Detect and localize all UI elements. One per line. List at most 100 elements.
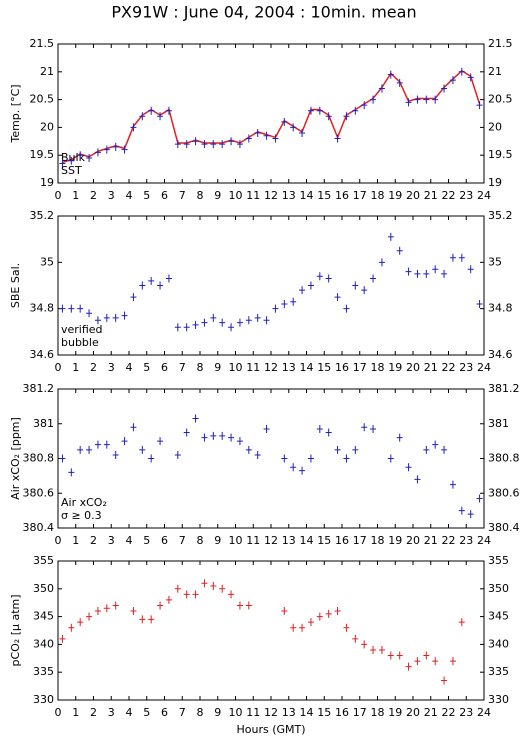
data-point <box>77 445 84 454</box>
y-tick-label: 345 <box>488 610 509 623</box>
data-point <box>139 615 146 624</box>
y-tick-label: 19 <box>40 176 54 189</box>
data-point <box>343 454 350 463</box>
x-tick-label: 19 <box>388 189 402 202</box>
x-tick-label: 17 <box>353 534 367 547</box>
data-point <box>192 590 199 599</box>
legend-entry: Air xCO₂ <box>61 496 107 509</box>
data-point <box>139 112 146 121</box>
y-tick-label: 19.5 <box>30 148 55 161</box>
x-tick-label: 9 <box>214 361 221 374</box>
x-tick-label: 11 <box>246 189 260 202</box>
data-point <box>86 309 93 318</box>
x-tick-label: 15 <box>317 189 331 202</box>
data-point <box>263 131 270 140</box>
data-point <box>352 445 359 454</box>
y-tick-label: 21 <box>40 65 54 78</box>
y-tick-label: 34.6 <box>30 348 55 361</box>
data-point <box>316 272 323 281</box>
data-point <box>423 269 430 278</box>
data-point <box>192 414 199 423</box>
data-point <box>174 584 181 593</box>
data-point <box>130 423 137 432</box>
y-tick-label: 380.8 <box>488 452 520 465</box>
y-tick-label: 350 <box>488 582 509 595</box>
y-tick-label: 355 <box>488 554 509 567</box>
data-point <box>112 601 119 610</box>
data-point <box>59 304 66 313</box>
x-tick-label: 13 <box>282 361 296 374</box>
y-tick-label: 35 <box>40 255 54 268</box>
x-tick-label: 6 <box>161 189 168 202</box>
data-point <box>396 651 403 660</box>
data-point <box>183 323 190 332</box>
y-tick-label: 381 <box>488 417 509 430</box>
x-tick-label: 22 <box>442 706 456 719</box>
x-tick-label: 24 <box>477 189 491 202</box>
data-point <box>219 584 226 593</box>
data-point <box>254 313 261 322</box>
data-point <box>387 70 394 79</box>
x-tick-label: 2 <box>90 361 97 374</box>
data-point <box>361 423 368 432</box>
y-tick-label: 20 <box>40 120 54 133</box>
y-tick-label: 34.8 <box>30 302 55 315</box>
x-tick-label: 18 <box>371 706 385 719</box>
data-point <box>458 67 465 76</box>
x-tick-label: 20 <box>406 706 420 719</box>
data-point <box>59 454 66 463</box>
legend-entry: Bulk <box>61 151 86 164</box>
x-tick-label: 18 <box>371 534 385 547</box>
data-point <box>219 431 226 440</box>
data-point <box>174 140 181 149</box>
data-point <box>449 76 456 85</box>
x-tick-label: 16 <box>335 534 349 547</box>
x-tick-label: 8 <box>197 534 204 547</box>
data-point <box>352 106 359 115</box>
data-point <box>467 510 474 519</box>
data-point <box>121 311 128 320</box>
data-point <box>307 106 314 115</box>
data-point <box>352 281 359 290</box>
data-point <box>148 276 155 285</box>
x-tick-label: 14 <box>300 706 314 719</box>
bulk-line <box>62 69 481 164</box>
data-point <box>174 451 181 460</box>
data-point <box>157 437 164 446</box>
data-point <box>316 424 323 433</box>
data-point <box>77 151 84 160</box>
y-tick-label: 381.2 <box>488 382 520 395</box>
data-point <box>165 106 172 115</box>
data-point <box>405 267 412 276</box>
data-point <box>458 506 465 515</box>
x-tick-label: 1 <box>72 534 79 547</box>
y-tick-label: 380.4 <box>23 521 55 534</box>
data-point <box>405 463 412 472</box>
data-point <box>201 140 208 149</box>
x-tick-label: 23 <box>459 706 473 719</box>
data-point <box>290 297 297 306</box>
annotation: σ ≥ 0.3 <box>61 509 102 522</box>
data-point <box>68 304 75 313</box>
data-point <box>396 246 403 255</box>
data-point <box>183 428 190 437</box>
y-axis-label: SBE Sal. <box>9 263 22 308</box>
x-tick-label: 24 <box>477 706 491 719</box>
x-tick-label: 6 <box>161 534 168 547</box>
data-point <box>405 98 412 107</box>
data-point <box>130 293 137 302</box>
y-tick-label: 345 <box>33 610 54 623</box>
data-point <box>121 145 128 154</box>
data-point <box>219 318 226 327</box>
y-tick-label: 34.6 <box>488 348 513 361</box>
data-point <box>432 440 439 449</box>
data-point <box>476 101 483 110</box>
plot-frame <box>57 215 485 356</box>
x-tick-label: 3 <box>108 534 115 547</box>
data-point <box>201 318 208 327</box>
x-tick-label: 20 <box>406 189 420 202</box>
data-point <box>77 618 84 627</box>
x-tick-label: 12 <box>264 189 278 202</box>
data-point <box>210 140 217 149</box>
